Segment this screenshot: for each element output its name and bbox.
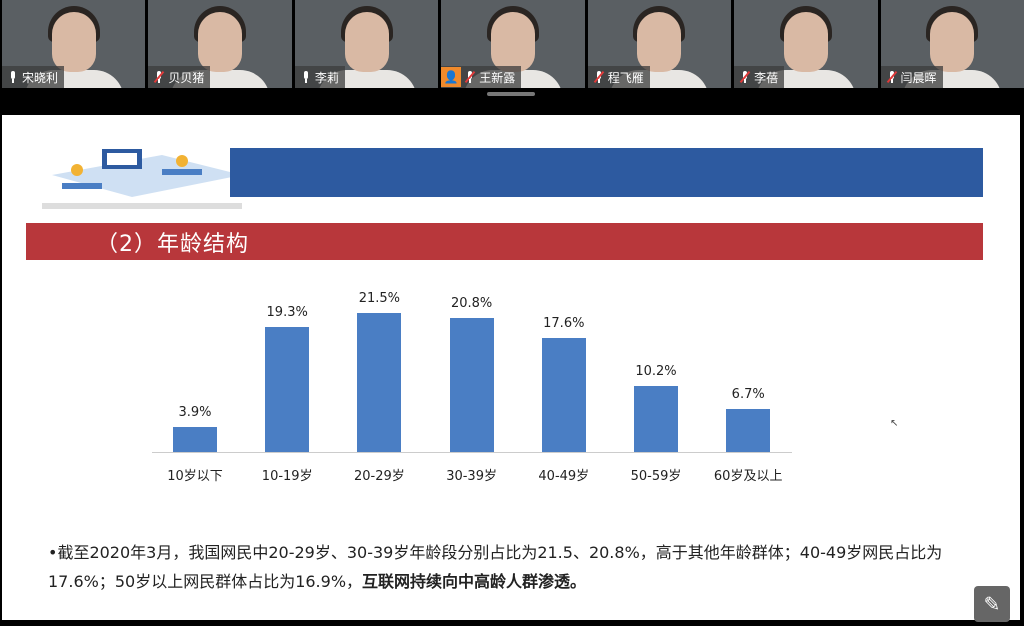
mic-icon [8, 71, 18, 83]
data-label: 3.9% [178, 404, 212, 420]
data-label: 19.3% [266, 305, 308, 321]
bar-2 [357, 313, 402, 452]
participant-label: 李莉 [294, 66, 345, 88]
participant-tile[interactable]: 贝贝猪 [148, 0, 292, 88]
slide-title: （2）年龄结构 [26, 223, 983, 260]
participant-name: 王新露 [479, 70, 516, 85]
bullet-bold-text: 互联网持续向中高龄人群渗透。 [362, 572, 587, 591]
participant-label: 宋晓利 [2, 66, 65, 88]
participant-tile[interactable]: 程飞雁 [587, 0, 732, 88]
pencil-icon: ✎ [983, 592, 1001, 616]
mic-muted-icon [154, 70, 165, 84]
shared-slide: （2）年龄结构 3.9% 10岁以下 19.3% 10-19岁 21.5% 20-29岁 2… [2, 115, 1020, 620]
bar-4 [541, 338, 586, 452]
bar-6 [726, 408, 771, 452]
classroom-illustration-icon [52, 149, 242, 197]
category-label: 20-29岁 [354, 469, 405, 484]
participant-label: 李蓓 [734, 66, 785, 88]
participant-tile[interactable]: 宋晓利 [2, 0, 146, 88]
strip-scrollbar[interactable] [487, 92, 535, 96]
data-label: 17.6% [543, 316, 585, 332]
bar-1 [265, 327, 310, 452]
participant-name: 李蓓 [754, 70, 779, 85]
video-face [51, 12, 96, 72]
data-label: 20.8% [450, 295, 493, 311]
category-label: 50-59岁 [630, 469, 682, 484]
bar-3 [449, 317, 494, 452]
video-face [637, 12, 682, 72]
mic-muted-icon [465, 70, 476, 84]
participant-name: 闫晨晖 [900, 70, 937, 85]
participant-name: 程飞雁 [607, 70, 644, 85]
participant-name: 贝贝猪 [168, 70, 205, 85]
data-label: 10.2% [635, 364, 677, 380]
participant-label: 👤 王新露 [441, 66, 522, 88]
data-label: 21.5% [358, 291, 401, 306]
participant-tile[interactable]: 闫晨晖 [880, 0, 1024, 88]
video-face [783, 12, 828, 72]
participant-tile[interactable]: 👤 王新露 [441, 0, 585, 88]
slide-banner [230, 148, 983, 197]
participant-label: 闫晨晖 [880, 66, 943, 88]
bullet-text: •截至2020年3月，我国网民中20-29岁、30-39岁年龄段分别占比为21.… [48, 543, 943, 591]
participant-label: 程飞雁 [587, 66, 650, 88]
participant-strip: 宋晓利 贝贝猪 李莉 👤 王新露 程飞雁 李蓓 闫晨晖 [0, 0, 1024, 88]
mic-muted-icon [593, 70, 604, 84]
data-label: 6.7% [731, 386, 765, 402]
annotate-button[interactable]: ✎ [974, 586, 1010, 622]
user-avatar-icon: 👤 [441, 67, 462, 87]
participant-name: 李莉 [314, 70, 339, 85]
participant-name: 宋晓利 [22, 70, 59, 85]
video-face [198, 12, 243, 72]
video-face [490, 12, 535, 72]
mic-icon [301, 71, 311, 83]
divider [42, 203, 242, 209]
category-label: 10-19岁 [261, 469, 313, 484]
age-bar-chart: 3.9% 10岁以下 19.3% 10-19岁 21.5% 20-29岁 20.8% 30-3… [2, 115, 1020, 515]
mic-muted-icon [886, 70, 897, 84]
video-face [930, 12, 975, 72]
category-label: 30-39岁 [446, 469, 497, 484]
participant-tile[interactable]: 李蓓 [734, 0, 878, 88]
video-face [344, 12, 389, 72]
slide-bullet: •截至2020年3月，我国网民中20-29岁、30-39岁年龄段分别占比为21.… [48, 538, 988, 596]
bar-0 [173, 426, 217, 452]
category-label: 40-49岁 [538, 469, 590, 484]
participant-tile[interactable]: 李莉 [294, 0, 439, 88]
category-label: 60岁及以上 [713, 469, 783, 484]
participant-label: 贝贝猪 [148, 66, 211, 88]
chart-baseline [152, 452, 792, 453]
category-label: 10岁以下 [167, 469, 223, 484]
bar-5 [634, 386, 678, 452]
mic-muted-icon [739, 70, 751, 84]
mouse-cursor-icon: ↖ [890, 418, 899, 429]
